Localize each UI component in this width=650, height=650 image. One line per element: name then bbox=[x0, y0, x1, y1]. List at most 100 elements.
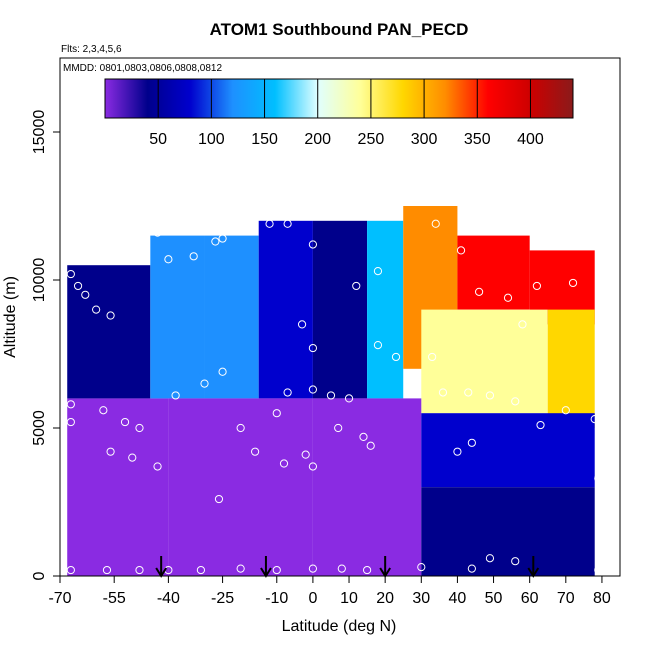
sample-point-70 bbox=[272, 565, 281, 575]
sample-point-57 bbox=[511, 397, 520, 406]
y-axis-label: Altitude (m) bbox=[2, 276, 19, 358]
sample-point-9 bbox=[135, 423, 144, 433]
sample-point-59 bbox=[561, 406, 570, 415]
pan-field-heatmap bbox=[67, 206, 595, 576]
field-region-16 bbox=[421, 487, 595, 576]
x-tick-label-9: 40 bbox=[449, 590, 467, 607]
sample-point-13 bbox=[153, 228, 162, 237]
x-tick-label-12: 70 bbox=[557, 590, 575, 607]
x-tick-label-3: -25 bbox=[211, 590, 234, 607]
field-region-14 bbox=[312, 398, 422, 576]
sample-point-23 bbox=[171, 391, 180, 400]
sample-point-3 bbox=[92, 305, 101, 314]
sample-point-45 bbox=[431, 219, 440, 228]
x-tick-label-6: 10 bbox=[340, 590, 358, 607]
field-region-13 bbox=[168, 398, 313, 576]
sample-point-11 bbox=[128, 453, 137, 462]
sample-point-60 bbox=[590, 415, 599, 424]
sample-point-25 bbox=[272, 409, 281, 418]
field-region-2 bbox=[67, 265, 151, 399]
colorbar-tick-label-0: 50 bbox=[149, 131, 167, 148]
sample-point-55 bbox=[464, 388, 473, 397]
colorbar bbox=[104, 78, 574, 119]
field-region-4 bbox=[204, 235, 259, 399]
sample-point-74 bbox=[417, 563, 426, 572]
sample-point-22 bbox=[218, 367, 227, 376]
x-tick-label-0: -70 bbox=[48, 590, 71, 607]
field-region-5 bbox=[258, 220, 313, 399]
sample-point-49 bbox=[518, 320, 527, 329]
sample-point-27 bbox=[308, 385, 318, 394]
sample-point-10 bbox=[106, 447, 115, 456]
sample-point-48 bbox=[503, 293, 513, 302]
sample-point-6 bbox=[66, 417, 75, 427]
sample-point-8 bbox=[120, 417, 130, 427]
sample-point-33 bbox=[373, 341, 383, 350]
sample-point-40 bbox=[250, 447, 260, 456]
sample-point-17 bbox=[218, 234, 227, 243]
sample-point-43 bbox=[366, 441, 375, 450]
sample-point-26 bbox=[283, 388, 292, 397]
sample-point-21 bbox=[200, 379, 209, 388]
colorbar-tick-label-3: 200 bbox=[304, 131, 331, 148]
sample-point-37 bbox=[334, 423, 343, 433]
sample-point-30 bbox=[297, 320, 307, 329]
colorbar-ticks: 50 100 150 200 250 300 350 400 bbox=[149, 79, 544, 148]
x-axis: -70 -55 -40 -25 -10 0 10 20 30 40 50 60 70 80 bbox=[48, 576, 611, 607]
sample-point-39 bbox=[279, 459, 289, 468]
x-tick-label-2: -40 bbox=[157, 590, 180, 607]
flights-subtitle: Flts: 2,3,4,5,6 bbox=[61, 44, 122, 55]
sample-point-63 bbox=[594, 474, 603, 483]
sample-point-44 bbox=[406, 187, 415, 196]
sample-point-15 bbox=[189, 252, 198, 261]
sample-point-75 bbox=[467, 564, 476, 573]
y-tick-label-3: 15000 bbox=[31, 110, 48, 155]
sample-point-71 bbox=[308, 564, 318, 573]
sample-point-76 bbox=[485, 554, 495, 563]
x-tick-label-4: -10 bbox=[265, 590, 288, 607]
sample-point-24 bbox=[236, 423, 245, 433]
sample-point-18 bbox=[265, 219, 274, 228]
sample-point-51 bbox=[568, 278, 578, 288]
sample-point-41 bbox=[214, 494, 224, 504]
x-axis-label: Latitude (deg N) bbox=[282, 618, 397, 635]
sample-point-42 bbox=[308, 462, 318, 471]
sample-point-73 bbox=[362, 565, 372, 575]
sample-point-56 bbox=[485, 391, 495, 400]
sample-point-4 bbox=[106, 311, 115, 320]
sample-point-7 bbox=[99, 406, 108, 415]
sample-point-38 bbox=[301, 450, 310, 459]
sample-point-28 bbox=[326, 391, 336, 400]
sample-point-19 bbox=[283, 219, 292, 228]
dates-subtitle: MMDD: 0801,0803,0806,0808,0812 bbox=[63, 63, 222, 74]
sample-point-29 bbox=[308, 343, 318, 353]
sample-point-12 bbox=[153, 462, 162, 471]
colorbar-tick-label-6: 350 bbox=[464, 131, 491, 148]
sample-point-54 bbox=[438, 388, 448, 397]
x-tick-label-1: -55 bbox=[103, 590, 126, 607]
x-tick-label-10: 50 bbox=[485, 590, 503, 607]
sample-point-5 bbox=[66, 400, 75, 409]
sample-point-65 bbox=[102, 565, 112, 575]
sample-point-47 bbox=[474, 287, 484, 296]
sample-point-52 bbox=[561, 240, 570, 249]
sample-point-72 bbox=[337, 564, 346, 573]
y-tick-label-2: 10000 bbox=[31, 258, 48, 303]
field-region-0 bbox=[67, 502, 169, 576]
sample-point-68 bbox=[196, 565, 206, 575]
field-region-11 bbox=[421, 309, 548, 414]
field-region-6 bbox=[312, 220, 368, 399]
sample-point-2 bbox=[81, 290, 90, 299]
colorbar-tick-label-4: 250 bbox=[358, 131, 385, 148]
x-tick-label-13: 80 bbox=[593, 590, 611, 607]
field-region-9 bbox=[457, 235, 530, 310]
sample-point-61 bbox=[453, 447, 462, 456]
sample-point-58 bbox=[536, 420, 545, 430]
x-tick-label-7: 20 bbox=[376, 590, 394, 607]
field-region-3 bbox=[150, 235, 205, 399]
sample-point-62 bbox=[467, 438, 476, 447]
sample-point-35 bbox=[344, 394, 354, 403]
y-tick-label-1: 5000 bbox=[31, 410, 48, 446]
sample-point-77 bbox=[511, 557, 520, 566]
